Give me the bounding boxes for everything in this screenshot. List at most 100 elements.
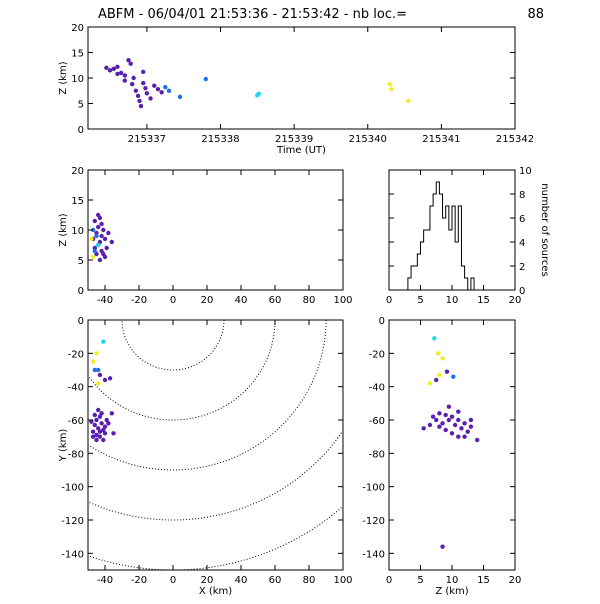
data-point — [421, 426, 426, 431]
axes-frame — [87, 26, 516, 130]
data-point — [434, 417, 439, 423]
x-tick-label: 215340 — [349, 134, 387, 145]
range-rings — [88, 320, 343, 570]
y-tick-label: 10 — [71, 226, 84, 237]
y-axis-label: Y (km) — [58, 429, 69, 463]
y-tick-label: -20 — [369, 349, 385, 360]
data-point — [106, 230, 111, 236]
data-point — [102, 377, 108, 383]
x-tick-label: 100 — [333, 575, 352, 586]
data-point — [437, 372, 442, 378]
data-point — [96, 367, 101, 373]
data-point — [443, 427, 448, 433]
y-tick-label: -140 — [362, 549, 385, 560]
data-point — [109, 239, 115, 245]
data-point — [97, 257, 103, 263]
data-point — [451, 374, 456, 379]
y-tick-label: 10 — [519, 166, 532, 177]
data-point — [456, 434, 461, 439]
data-point — [256, 91, 261, 97]
y-axis-label: Z (km) — [58, 213, 69, 246]
data-point — [449, 414, 455, 419]
y-tick-label: -60 — [68, 416, 84, 427]
data-point — [89, 236, 94, 242]
data-point — [468, 417, 474, 423]
data-points — [421, 336, 480, 549]
data-point — [437, 411, 442, 416]
x-tick-label: 20 — [201, 295, 214, 306]
data-point — [96, 242, 101, 248]
y-tick-label: 15 — [71, 49, 84, 60]
x-tick-label: 20 — [201, 575, 214, 586]
data-point — [92, 218, 98, 224]
data-point — [102, 431, 108, 436]
data-point — [89, 419, 94, 424]
data-point — [456, 409, 461, 414]
y-axis-label: Z (km) — [58, 61, 69, 94]
data-point — [104, 417, 109, 423]
data-point — [449, 431, 455, 436]
data-point — [96, 224, 101, 230]
histogram-bin — [449, 230, 452, 290]
y-tick-label: -120 — [362, 516, 385, 527]
data-point — [443, 412, 448, 418]
data-point — [135, 93, 141, 99]
data-point — [440, 421, 445, 426]
x-tick-label: 215341 — [422, 134, 460, 145]
data-point — [94, 233, 99, 239]
data-point — [143, 86, 148, 91]
data-point — [446, 404, 452, 409]
data-point — [159, 90, 164, 95]
data-point — [148, 96, 153, 101]
data-point — [406, 98, 411, 104]
data-point — [90, 429, 96, 434]
x-tick-label: 40 — [235, 575, 248, 586]
axes-frame — [87, 169, 344, 291]
x-tick-label: 80 — [303, 295, 316, 306]
data-point — [475, 437, 480, 443]
y-tick-label: 8 — [519, 190, 525, 201]
data-point — [462, 434, 467, 439]
x-tick-label: -40 — [97, 575, 113, 586]
x-axis-label: X (km) — [199, 586, 232, 597]
data-point — [128, 61, 133, 66]
data-point — [106, 421, 111, 426]
y-tick-label: 0 — [78, 125, 84, 136]
data-point — [92, 422, 98, 428]
data-point — [138, 103, 144, 109]
data-point — [90, 254, 96, 260]
data-point — [107, 68, 113, 73]
range-ring — [88, 320, 327, 471]
x-tick-label: 5 — [417, 575, 423, 586]
y-tick-label: -100 — [61, 483, 84, 494]
chart-title: ABFM - 06/04/01 21:53:36 - 21:53:42 - nb… — [98, 7, 407, 22]
data-point — [430, 414, 436, 419]
histogram-bin — [433, 194, 436, 290]
panel-x-height: -40 -20 0 20 40 60 80 100 0 5 10 15 20 Z (km) — [58, 166, 353, 306]
x-tick-label: -20 — [131, 575, 147, 586]
data-point — [99, 421, 104, 426]
data-point — [90, 434, 96, 439]
data-point — [459, 426, 464, 431]
y-tick-label: 0 — [519, 286, 525, 297]
data-point — [92, 367, 98, 373]
x-tick-label: 0 — [170, 295, 176, 306]
x-tick-label: 0 — [386, 575, 392, 586]
data-point — [101, 427, 106, 433]
data-point — [446, 417, 452, 423]
data-point — [203, 76, 208, 82]
location-count: 88 — [527, 7, 544, 22]
data-point — [90, 359, 96, 364]
data-point — [96, 426, 101, 431]
data-point — [427, 422, 433, 428]
histogram-outline — [407, 181, 478, 291]
data-point — [389, 87, 394, 92]
y-tick-label: 20 — [71, 166, 84, 177]
y-tick-label: 2 — [519, 262, 525, 273]
data-point — [111, 431, 116, 436]
x-tick-label: 60 — [269, 575, 282, 586]
data-point — [427, 381, 433, 386]
data-point — [163, 84, 168, 90]
y-tick-label: 20 — [71, 23, 84, 34]
